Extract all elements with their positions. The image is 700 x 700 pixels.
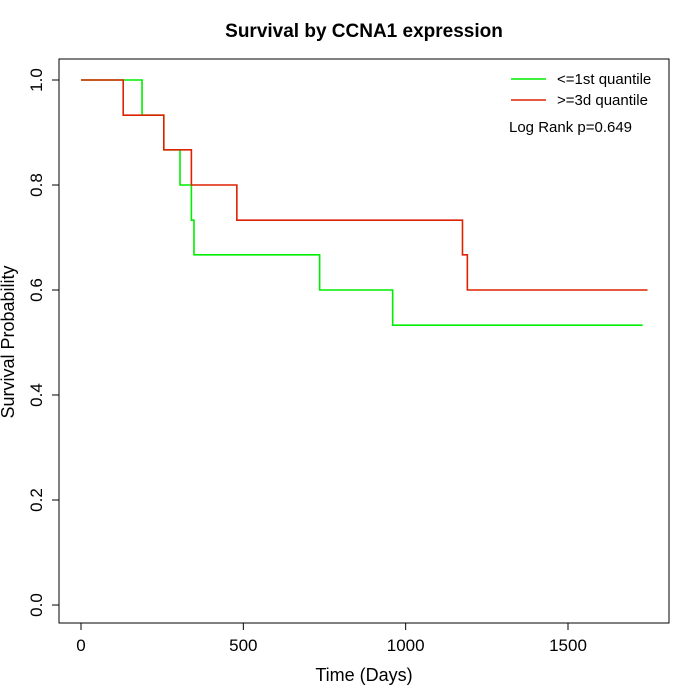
x-tick-label: 1000 — [387, 636, 425, 655]
y-tick-label: 0.0 — [27, 593, 46, 617]
log-rank-annotation: Log Rank p=0.649 — [509, 119, 632, 136]
series-layer — [81, 79, 648, 326]
y-tick-label: 1.0 — [27, 68, 46, 92]
y-tick-label: 0.6 — [27, 278, 46, 302]
plot-frame — [58, 58, 670, 624]
y-tick-label: 0.2 — [27, 488, 46, 512]
legend: <=1st quantile >=3d quantile — [511, 71, 651, 109]
survival-curve-series-1 — [81, 79, 643, 326]
survival-curve-series-2 — [81, 79, 648, 291]
legend-label-series-1: <=1st quantile — [557, 71, 651, 88]
legend-label-series-2: >=3d quantile — [557, 92, 648, 109]
y-tick-label: 0.8 — [27, 173, 46, 197]
x-axis-label: Time (Days) — [315, 665, 412, 685]
y-tick-label: 0.4 — [27, 383, 46, 407]
x-tick-label: 500 — [229, 636, 257, 655]
x-axis: 0 500 1000 1500 — [76, 623, 587, 655]
y-axis-label: Survival Probability — [0, 265, 18, 418]
x-tick-label: 1500 — [549, 636, 587, 655]
chart-title: Survival by CCNA1 expression — [225, 21, 503, 42]
x-tick-label: 0 — [76, 636, 85, 655]
y-axis: 0.0 0.2 0.4 0.6 0.8 1.0 — [27, 68, 59, 617]
